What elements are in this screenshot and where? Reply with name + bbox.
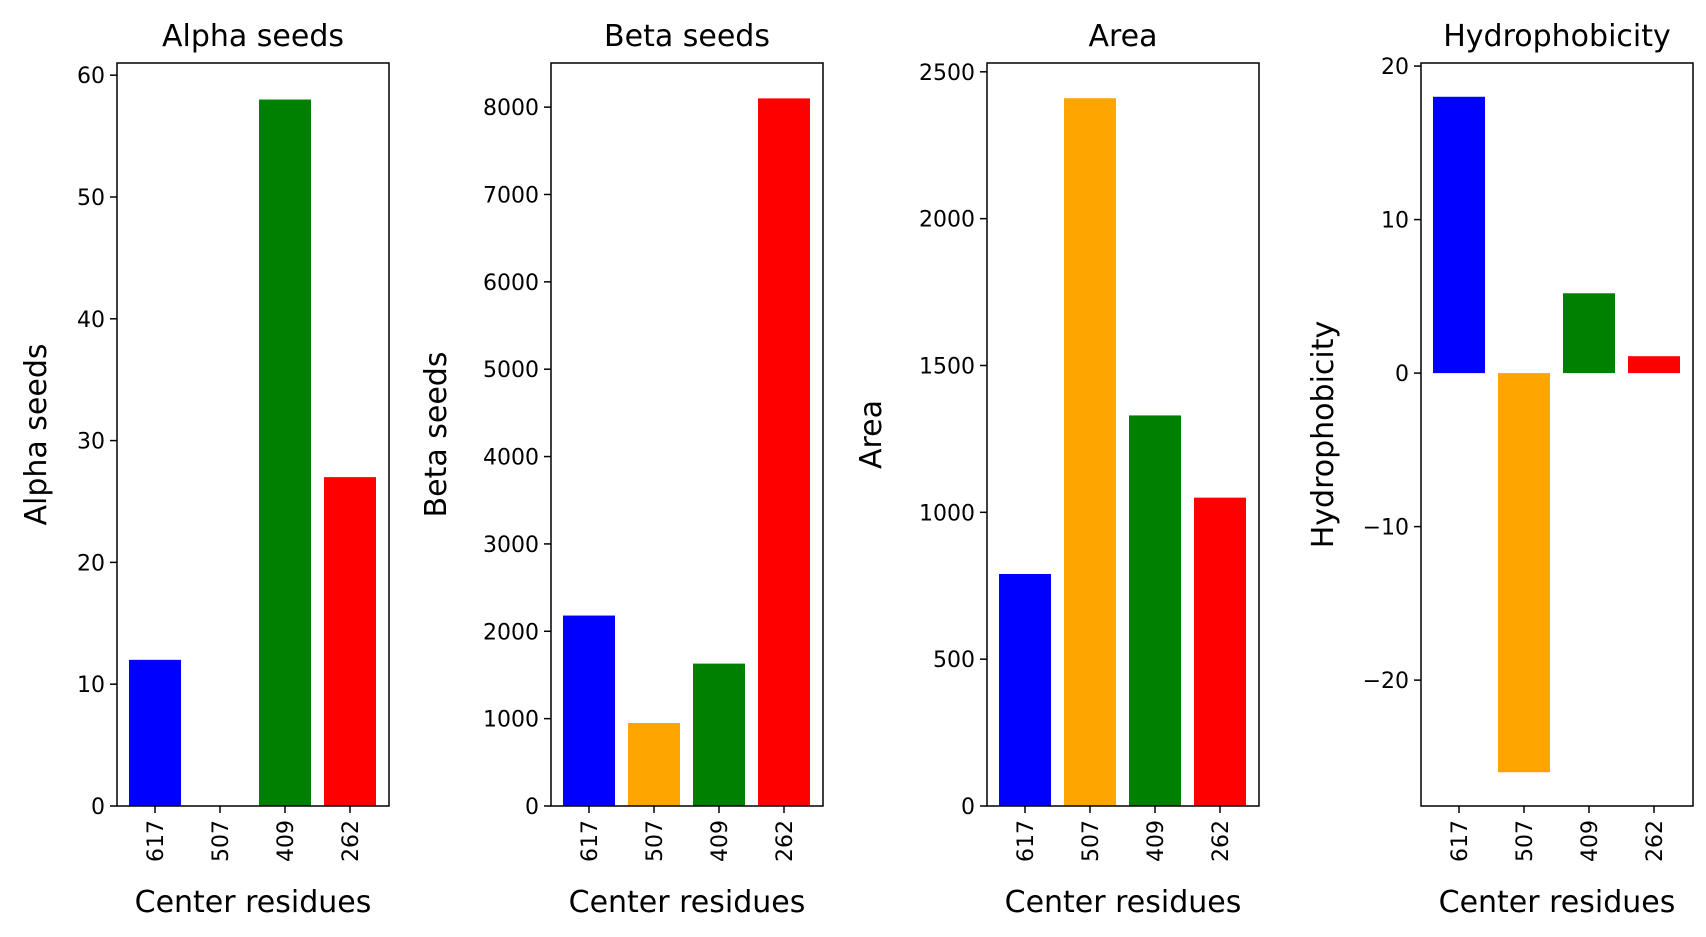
- chart-panel-1: 0 10 20 30 40 50 60 617 507 409 262 Alpha seeds Cent…: [19, 19, 390, 920]
- x-tick-label: 262: [339, 820, 364, 862]
- chart-title: Alpha seeds: [162, 19, 344, 54]
- chart-panel-2: 0 1000 2000 3000 4000 5000 6000 7000 8000 617 507 4…: [419, 19, 824, 920]
- y-axis-label: Beta seeds: [419, 352, 454, 518]
- y-tick-label: 1500: [919, 354, 975, 379]
- y-tick-label: 7000: [483, 183, 539, 208]
- y-tick-label: 5000: [483, 358, 539, 383]
- bar-507: [1498, 373, 1550, 773]
- bar-617: [129, 659, 181, 806]
- bar-617: [999, 573, 1051, 806]
- x-tick-label: 409: [1144, 820, 1169, 862]
- chart-title: Area: [1088, 19, 1157, 54]
- plot-frame: [116, 62, 390, 807]
- bar-262: [758, 98, 810, 806]
- y-tick-label: 10: [1381, 209, 1409, 234]
- y-tick-label: 1000: [919, 501, 975, 526]
- bar-617: [1433, 96, 1485, 374]
- chart-title: Beta seeds: [604, 19, 770, 54]
- y-tick-label: 6000: [483, 271, 539, 296]
- y-tick-label: 2000: [483, 620, 539, 645]
- y-tick-label: −10: [1363, 516, 1409, 541]
- plot-frame: [986, 62, 1260, 807]
- y-axis-label: Alpha seeds: [19, 343, 54, 525]
- x-tick-label: 617: [144, 820, 169, 862]
- y-tick-label: 30: [77, 430, 105, 455]
- y-tick-label: 500: [933, 648, 975, 673]
- x-tick-label: 262: [1643, 820, 1668, 862]
- y-tick-label: 1000: [483, 708, 539, 733]
- x-tick-label: 507: [643, 820, 668, 862]
- y-axis-label: Area: [854, 400, 889, 469]
- y-tick-label: 0: [961, 795, 975, 820]
- x-tick-label: 262: [1209, 820, 1234, 862]
- x-tick-label: 507: [1079, 820, 1104, 862]
- y-tick-label: 4000: [483, 446, 539, 471]
- bar-409: [693, 663, 745, 806]
- bar-409: [1129, 415, 1181, 806]
- bar-262: [1194, 497, 1246, 806]
- bar-507: [1064, 98, 1116, 807]
- bar-507: [628, 723, 680, 806]
- y-tick-label: 3000: [483, 533, 539, 558]
- plot-frame: [1420, 62, 1694, 807]
- y-tick-label: 50: [77, 186, 105, 211]
- y-tick-label: 40: [77, 308, 105, 333]
- bar-262: [1628, 356, 1680, 374]
- x-axis-label: Center residues: [569, 885, 806, 920]
- y-tick-label: 2500: [919, 61, 975, 86]
- y-tick-label: 0: [525, 795, 539, 820]
- x-axis-label: Center residues: [1439, 885, 1676, 920]
- x-tick-label: 507: [209, 820, 234, 862]
- x-tick-label: 617: [578, 820, 603, 862]
- y-tick-label: 2000: [919, 208, 975, 233]
- y-tick-label: 0: [91, 795, 105, 820]
- x-tick-label: 409: [1578, 820, 1603, 862]
- x-axis-label: Center residues: [1005, 885, 1242, 920]
- plot-frame: [550, 62, 824, 807]
- bar-409: [259, 99, 311, 806]
- y-tick-label: 20: [77, 551, 105, 576]
- x-tick-label: 617: [1014, 820, 1039, 862]
- x-axis-label: Center residues: [135, 885, 372, 920]
- y-tick-label: 10: [77, 673, 105, 698]
- y-axis-label: Hydrophobicity: [1306, 321, 1341, 549]
- y-tick-label: −20: [1363, 669, 1409, 694]
- x-tick-label: 617: [1448, 820, 1473, 862]
- bar-262: [324, 477, 376, 806]
- chart-panel-3: 0 500 1000 1500 2000 2500 617 507 409 262 Area Cent…: [854, 19, 1260, 920]
- y-tick-label: 20: [1381, 55, 1409, 80]
- chart-panel-4: −20 −10 0 10 20 617 507 409 262 Hydrophobicity Cen…: [1306, 19, 1694, 920]
- y-tick-label: 0: [1395, 362, 1409, 387]
- bar-409: [1563, 293, 1615, 374]
- y-tick-label: 60: [77, 64, 105, 89]
- x-tick-label: 409: [708, 820, 733, 862]
- x-tick-label: 262: [773, 820, 798, 862]
- x-tick-label: 507: [1513, 820, 1538, 862]
- bar-617: [563, 615, 615, 806]
- y-tick-label: 8000: [483, 96, 539, 121]
- x-tick-label: 409: [274, 820, 299, 862]
- chart-title: Hydrophobicity: [1443, 19, 1671, 54]
